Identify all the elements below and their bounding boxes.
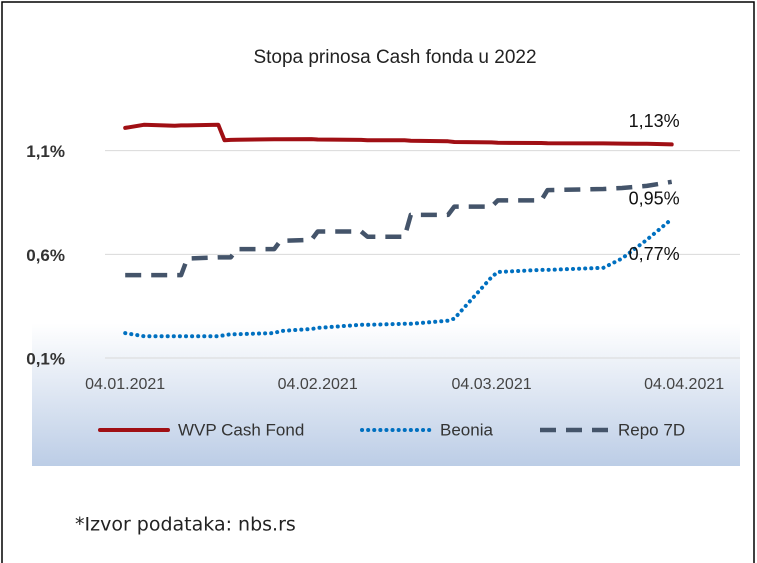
- y-tick-label: 0,6%: [26, 246, 65, 265]
- y-tick-label: 0,1%: [26, 349, 65, 368]
- x-tick-label: 04.04.2021: [644, 376, 724, 393]
- x-tick-label: 04.03.2021: [452, 376, 532, 393]
- x-tick-label: 04.02.2021: [278, 376, 358, 393]
- series-line: [123, 217, 674, 339]
- y-tick-label: 1,1%: [26, 142, 65, 161]
- footer: *Izvor podataka: nbs.rs: [75, 514, 296, 536]
- plot: 04.01.2021 04.02.2021 04.03.2021 04.04.2021…: [85, 111, 740, 393]
- series-line: [123, 122, 674, 147]
- legend-label: Repo 7D: [618, 420, 685, 439]
- series-line: [125, 179, 673, 278]
- data-label: 1,13%: [629, 111, 680, 131]
- data-label: 0,95%: [629, 189, 680, 209]
- x-tick-label: 04.01.2021: [85, 376, 165, 393]
- data-label: 0,77%: [629, 244, 680, 264]
- legend-label: WVP Cash Fond: [178, 420, 304, 439]
- legend-label: Beonia: [440, 420, 493, 439]
- chart-area: [32, 20, 740, 466]
- chart-title: Stopa prinosa Cash fonda u 2022: [253, 47, 536, 68]
